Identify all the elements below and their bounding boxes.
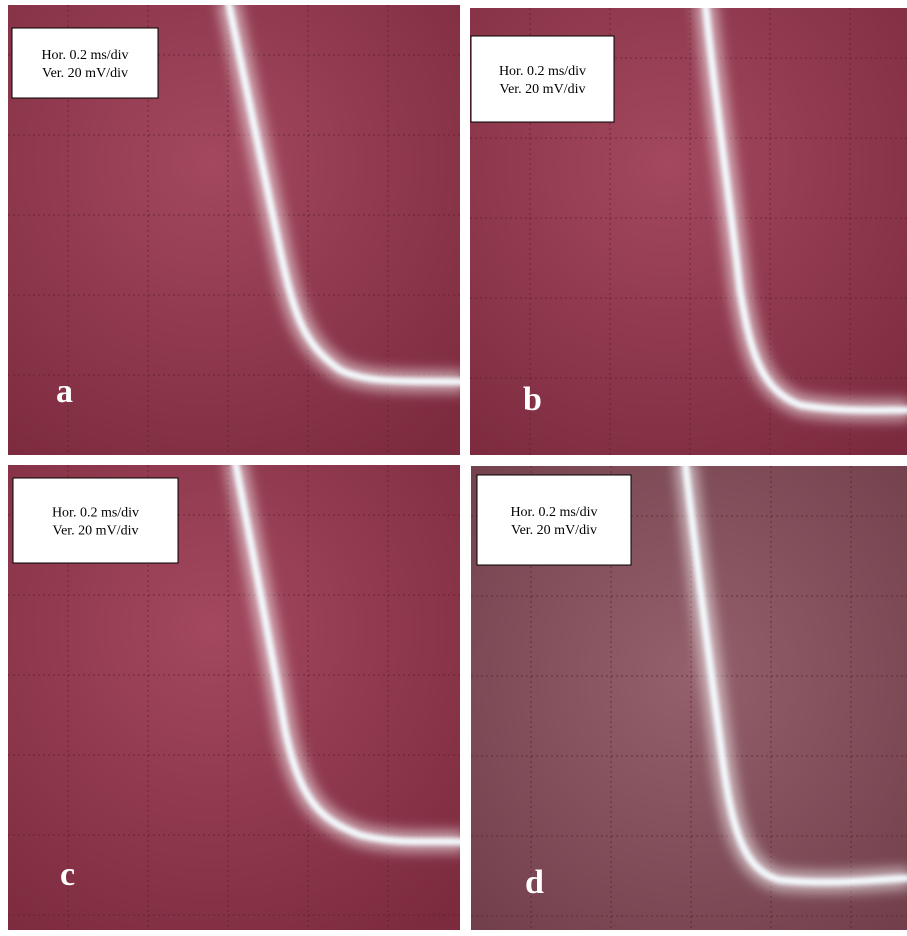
- scale-box: [476, 474, 632, 566]
- scale-box: [12, 477, 179, 564]
- vertical-scale: Ver. 20 mV/div: [511, 523, 597, 538]
- trace: [232, 465, 460, 846]
- vertical-scale: Ver. 20 mV/div: [500, 82, 586, 97]
- trace: [225, 5, 460, 386]
- horizontal-scale: Hor. 0.2 ms/div: [499, 64, 586, 79]
- trace: [682, 466, 907, 886]
- vertical-scale: Ver. 20 mV/div: [53, 524, 139, 539]
- scope-panel: [471, 466, 907, 930]
- panel-label: a: [56, 373, 73, 410]
- panel-label: d: [525, 864, 544, 901]
- panel-label: c: [60, 856, 75, 893]
- scale-box: [470, 35, 615, 123]
- scope-panel: [8, 465, 460, 930]
- trace: [702, 8, 907, 414]
- horizontal-scale: Hor. 0.2 ms/div: [52, 506, 139, 521]
- horizontal-scale: Hor. 0.2 ms/div: [510, 505, 597, 520]
- vertical-scale: Ver. 20 mV/div: [42, 66, 128, 81]
- scale-box: [11, 27, 159, 99]
- horizontal-scale: Hor. 0.2 ms/div: [41, 48, 128, 63]
- panel-label: b: [523, 381, 542, 418]
